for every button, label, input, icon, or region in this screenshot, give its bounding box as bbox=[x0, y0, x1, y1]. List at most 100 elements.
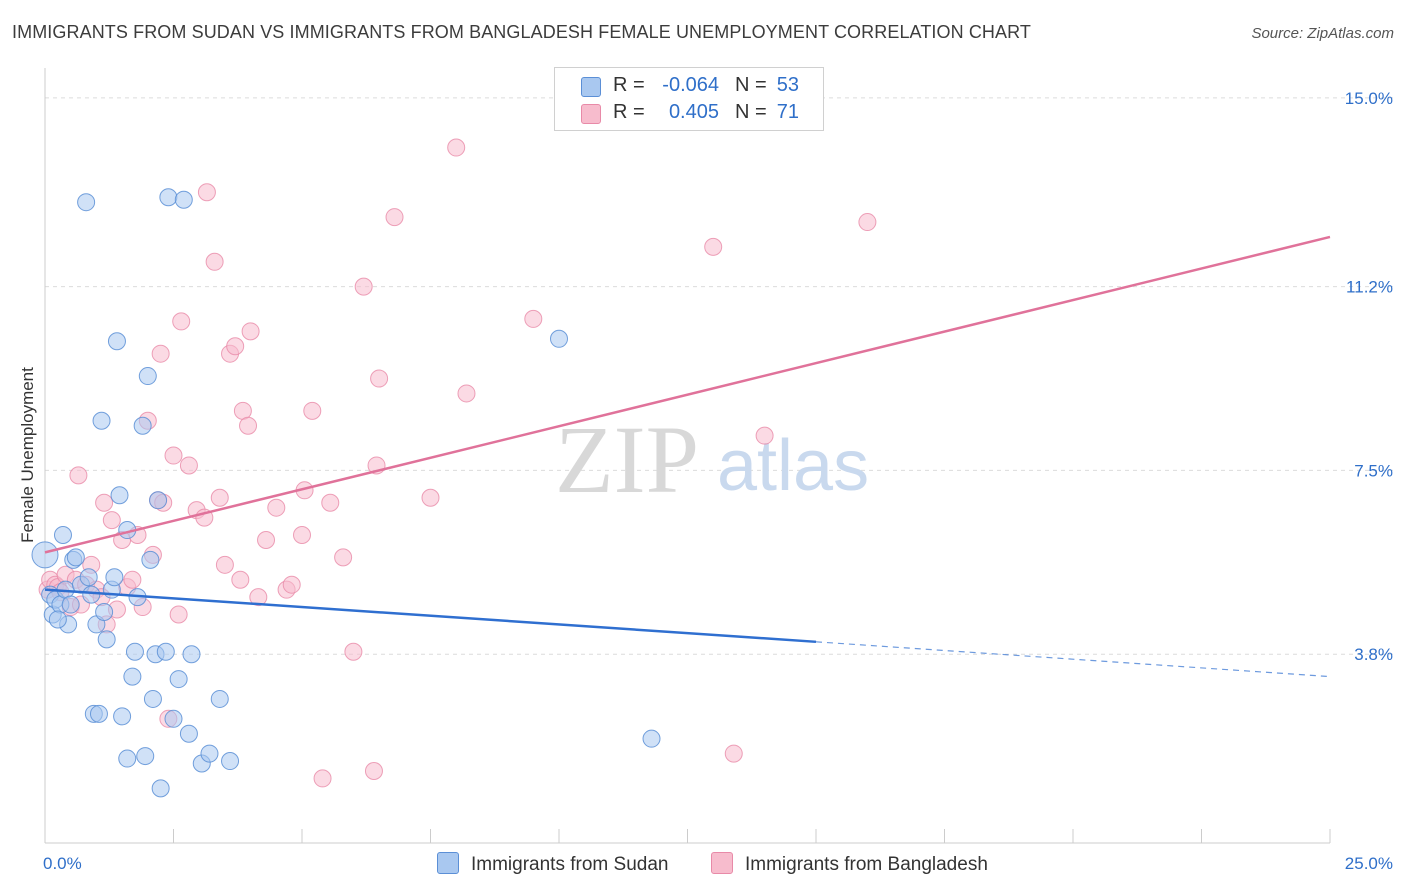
bangladesh-point bbox=[293, 526, 311, 545]
sudan-point bbox=[151, 779, 170, 798]
bangladesh-point bbox=[724, 744, 743, 763]
bangladesh-point bbox=[172, 312, 191, 331]
bangladesh-point bbox=[334, 548, 353, 567]
sudan-point bbox=[143, 689, 162, 708]
sudan-point bbox=[53, 526, 72, 545]
bangladesh-point bbox=[69, 466, 88, 485]
sudan-point bbox=[110, 486, 129, 505]
y-tick-label: 15.0% bbox=[1345, 89, 1393, 108]
bangladesh-point bbox=[210, 488, 229, 507]
bangladesh-points bbox=[38, 91, 877, 788]
sudan-trend-line bbox=[44, 588, 817, 644]
watermark-zip: ZIP bbox=[555, 406, 699, 513]
bangladesh-point bbox=[313, 769, 332, 788]
bangladesh-point bbox=[354, 277, 373, 296]
bangladesh-point bbox=[102, 511, 121, 530]
y-tick-label: 7.5% bbox=[1354, 461, 1393, 480]
sudan-point bbox=[77, 193, 96, 212]
sudan-point bbox=[169, 670, 188, 689]
bangladesh-point bbox=[179, 456, 198, 475]
bangladesh-legend-swatch bbox=[711, 852, 733, 874]
bangladesh-point bbox=[344, 642, 363, 661]
tick-labels: 3.8% 7.5% 11.2% 15.0% 0.0% 25.0% bbox=[43, 89, 1393, 873]
bangladesh-point bbox=[321, 493, 340, 512]
bangladesh-point bbox=[169, 605, 188, 624]
bangladesh-point bbox=[205, 252, 224, 271]
watermark: ZIP atlas bbox=[555, 406, 869, 513]
sudan-swatch bbox=[581, 77, 601, 97]
bangladesh-point bbox=[241, 322, 260, 341]
bangladesh-point bbox=[524, 309, 543, 328]
trend-lines bbox=[44, 235, 1331, 678]
bangladesh-point bbox=[215, 555, 234, 574]
sudan-point bbox=[156, 642, 175, 661]
bottom-legend-bangladesh: Immigrants from Bangladesh bbox=[711, 852, 988, 876]
sudan-point bbox=[642, 729, 661, 748]
bangladesh-point bbox=[249, 588, 268, 607]
sudan-point bbox=[113, 707, 132, 726]
bangladesh-r-value: 0.405 bbox=[668, 101, 719, 123]
bangladesh-point bbox=[421, 488, 440, 507]
sudan-points bbox=[31, 188, 661, 798]
bottom-legend-sudan: Immigrants from Sudan bbox=[437, 852, 668, 876]
sudan-point bbox=[164, 709, 183, 728]
bangladesh-point bbox=[704, 237, 723, 256]
sudan-legend-label: Immigrants from Sudan bbox=[471, 854, 669, 875]
sudan-point bbox=[138, 367, 157, 386]
sudan-point bbox=[141, 550, 160, 569]
chart-title: IMMIGRANTS FROM SUDAN VS IMMIGRANTS FROM… bbox=[12, 22, 1031, 42]
sudan-point bbox=[210, 689, 229, 708]
sudan-point bbox=[107, 332, 126, 351]
bangladesh-point bbox=[164, 446, 183, 465]
sudan-point bbox=[118, 749, 137, 768]
sudan-point bbox=[82, 585, 101, 604]
bangladesh-point bbox=[95, 493, 114, 512]
bangladesh-point bbox=[303, 401, 322, 420]
sudan-point bbox=[125, 642, 144, 661]
sudan-point bbox=[550, 329, 568, 348]
source-label: Source: ZipAtlas.com bbox=[1251, 25, 1394, 42]
sudan-point bbox=[174, 190, 193, 209]
sudan-point bbox=[97, 630, 116, 649]
bangladesh-n-value: 71 bbox=[776, 101, 799, 123]
sudan-n-value: 53 bbox=[776, 74, 799, 96]
sudan-trend-extension bbox=[815, 641, 1331, 678]
sudan-point bbox=[136, 747, 155, 766]
legend-r-label: R = bbox=[613, 101, 645, 123]
correlation-legend: R = -0.064 N = 53 R = 0.405 N = 71 bbox=[554, 67, 824, 131]
bangladesh-point bbox=[364, 761, 383, 780]
bangladesh-swatch bbox=[581, 104, 601, 124]
watermark-atlas: atlas bbox=[717, 426, 869, 506]
sudan-point bbox=[221, 752, 240, 771]
bangladesh-point bbox=[257, 530, 276, 549]
sudan-point bbox=[48, 610, 67, 629]
bangladesh-point bbox=[457, 384, 476, 403]
sudan-point bbox=[79, 568, 98, 587]
axes bbox=[44, 68, 1331, 844]
bangladesh-point bbox=[151, 344, 170, 363]
sudan-point bbox=[123, 667, 142, 686]
sudan-point bbox=[95, 603, 114, 622]
sudan-point bbox=[92, 411, 111, 430]
bangladesh-point bbox=[755, 426, 774, 445]
sudan-point bbox=[200, 744, 219, 763]
bangladesh-point bbox=[197, 183, 216, 202]
bangladesh-point bbox=[226, 337, 245, 356]
bangladesh-point bbox=[447, 138, 466, 157]
grid-lines bbox=[45, 97, 1395, 655]
bangladesh-trend-line bbox=[44, 235, 1331, 554]
bangladesh-point bbox=[282, 575, 301, 594]
bangladesh-point bbox=[370, 369, 389, 388]
bangladesh-point bbox=[267, 498, 286, 517]
sudan-point bbox=[179, 724, 198, 743]
x-tick-label-min: 0.0% bbox=[43, 854, 82, 873]
sudan-point bbox=[66, 548, 85, 567]
legend-n-label: N = bbox=[735, 101, 767, 123]
sudan-point bbox=[31, 541, 59, 569]
x-tick-label-max: 25.0% bbox=[1345, 854, 1393, 873]
legend-r-label: R = bbox=[613, 74, 645, 96]
sudan-point bbox=[182, 645, 201, 664]
sudan-point bbox=[89, 704, 108, 723]
bangladesh-point bbox=[385, 208, 404, 227]
